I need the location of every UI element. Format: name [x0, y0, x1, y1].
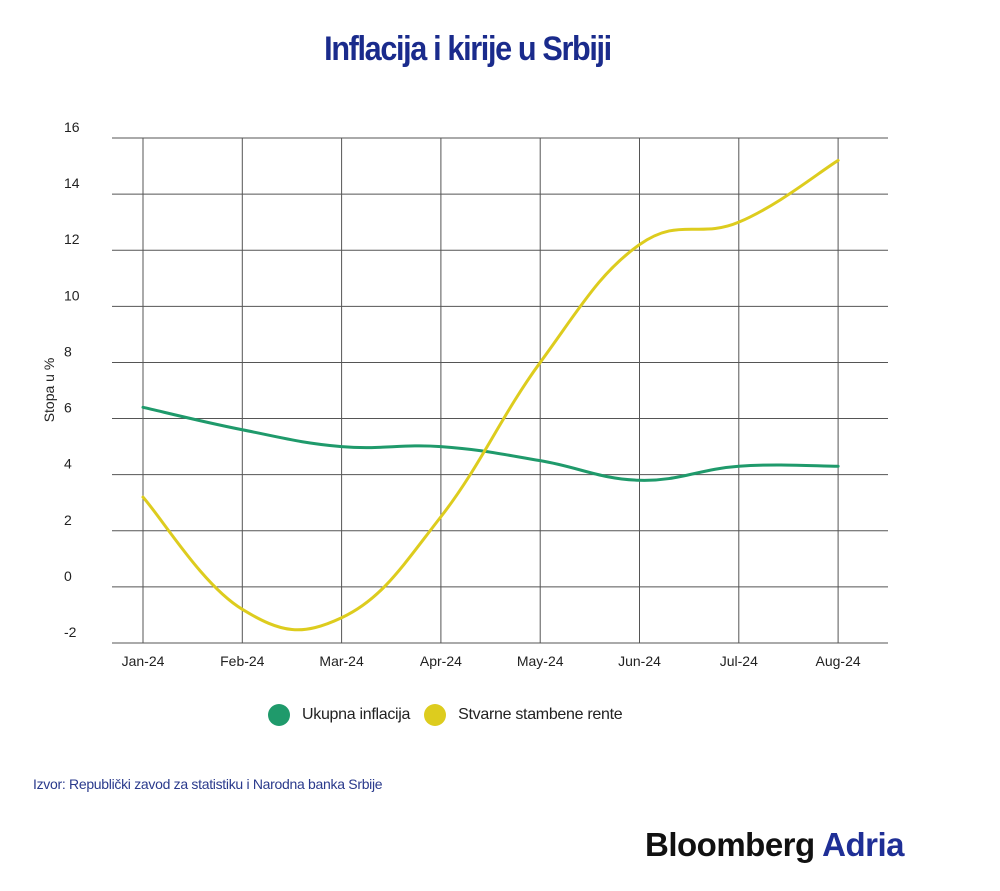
y-axis-label: Stopa u %: [41, 358, 57, 423]
y-tick-label: 4: [64, 456, 72, 472]
x-tick-label: Jul-24: [720, 653, 758, 669]
y-tick-label: 12: [64, 231, 80, 247]
x-tick-label: Jun-24: [618, 653, 661, 669]
x-tick-label: Feb-24: [220, 653, 265, 669]
legend-swatch-rente: [424, 704, 447, 726]
y-tick-labels: -2 0 2 4 6 8 10 12 14 16: [64, 119, 80, 640]
bloomberg-adria-logo: Bloomberg Adria: [645, 826, 904, 863]
x-tick-label: Apr-24: [420, 653, 462, 669]
y-tick-label: -2: [64, 624, 77, 640]
legend-item-inflacija: Ukupna inflacija: [268, 704, 410, 726]
y-tick-label: 2: [64, 512, 72, 528]
y-tick-label: 10: [64, 287, 80, 303]
line-chart: -2 0 2 4 6 8 10 12 14 16 Jan-24 Feb-24 Mar-24 Apr-24…: [41, 119, 888, 669]
source-note: Izvor: Republički zavod za statistiku i …: [33, 776, 383, 792]
x-tick-label: Jan-24: [122, 653, 165, 669]
legend-label: Ukupna inflacija: [302, 706, 411, 723]
x-tick-label: Mar-24: [319, 653, 364, 669]
legend-swatch-inflacija: [268, 704, 290, 726]
legend-item-rente: Stvarne stambene rente: [424, 704, 623, 726]
y-tick-label: 8: [64, 343, 72, 359]
legend: Ukupna inflacija Stvarne stambene rente: [268, 704, 636, 726]
legend-label: Stvarne stambene rente: [458, 706, 623, 723]
series-line-rente: [141, 158, 840, 632]
series-lines: [141, 158, 840, 632]
y-tick-label: 16: [64, 119, 80, 135]
y-tick-label: 0: [64, 568, 72, 584]
chart-title: Inflacija i kirije u Srbiji: [324, 30, 612, 68]
y-tick-label: 6: [64, 400, 72, 416]
y-tick-label: 14: [64, 175, 80, 191]
grid: [112, 137, 888, 644]
x-tick-labels: Jan-24 Feb-24 Mar-24 Apr-24 May-24 Jun-24 Jul-…: [122, 653, 861, 669]
x-tick-label: May-24: [517, 653, 564, 669]
x-tick-label: Aug-24: [816, 653, 861, 669]
series-line-inflacija: [141, 405, 840, 482]
